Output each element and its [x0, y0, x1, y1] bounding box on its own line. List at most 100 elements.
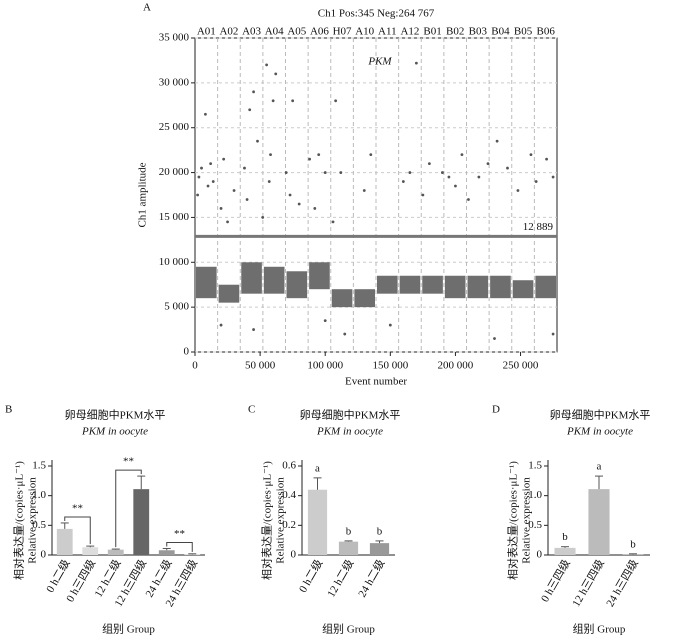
- x-tick-label: 24 h二级: [355, 557, 387, 599]
- droplet: [534, 180, 538, 183]
- well-label: A04: [265, 26, 284, 38]
- y-tick-label: 0.2: [282, 519, 296, 531]
- droplet: [447, 175, 451, 179]
- x-tick-label: 50 000: [245, 360, 276, 372]
- x-tick-label: 0 h二级: [296, 557, 325, 594]
- droplet: [252, 90, 255, 94]
- chart-subtitle: PKM in oocyte: [316, 426, 383, 438]
- well-label: B05: [514, 26, 533, 38]
- droplet: [284, 171, 288, 174]
- well-label: B03: [469, 26, 488, 38]
- y-tick-label: 15 000: [159, 211, 190, 223]
- x-tick-label: 250 000: [503, 360, 539, 372]
- droplet: [265, 63, 269, 67]
- panel-label: B: [5, 404, 12, 416]
- chart-title: 卵母细胞中PKM水平: [550, 409, 651, 422]
- negative-cluster: [218, 284, 240, 303]
- droplet: [495, 139, 499, 143]
- droplet: [219, 323, 223, 327]
- well-label: A10: [355, 26, 374, 38]
- bar: [133, 489, 150, 555]
- x-axis-label: 组别 Group: [102, 622, 155, 636]
- y-tick-label: 0: [537, 549, 543, 561]
- droplet: [362, 189, 366, 192]
- y-axis-label: 相对表达量/(copies·μL⁻¹): [260, 461, 274, 580]
- y-tick-label: 5 000: [164, 301, 189, 313]
- y-tick-label: 20 000: [159, 166, 190, 178]
- droplet: [323, 319, 327, 322]
- droplet: [454, 184, 457, 188]
- negative-cluster: [354, 289, 375, 308]
- significance-letter: a: [597, 461, 602, 473]
- well-label: A01: [197, 26, 216, 38]
- chart-subtitle: PKM in oocyte: [566, 426, 633, 438]
- droplet: [414, 61, 418, 65]
- significance-bracket: [115, 469, 142, 548]
- y-tick-label: 0.6: [282, 460, 296, 472]
- bar: [554, 547, 576, 555]
- droplet: [267, 180, 271, 183]
- significance-letter: a: [315, 462, 320, 474]
- negative-cluster: [309, 262, 330, 290]
- y-axis-label: Relative expression: [27, 477, 39, 564]
- well-label: A05: [287, 26, 306, 38]
- y-tick-label: 1.0: [528, 489, 542, 501]
- negative-cluster: [196, 266, 217, 299]
- y-tick-label: 1.5: [528, 460, 542, 472]
- droplet: [460, 153, 464, 157]
- y-axis-label: Relative expression: [521, 477, 533, 564]
- y-axis-label: Ch1 amplitude: [137, 162, 149, 227]
- droplet: [200, 166, 203, 170]
- x-axis-label: 组别 Group: [322, 622, 375, 636]
- bar: [184, 554, 201, 555]
- droplet: [323, 171, 327, 174]
- droplet: [245, 198, 249, 201]
- droplet: [334, 99, 338, 103]
- significance-letter: b: [630, 538, 636, 550]
- droplet: [232, 189, 236, 192]
- y-tick-label: 0: [41, 549, 47, 561]
- chart-title: 卵母细胞中PKM水平: [300, 409, 401, 422]
- droplet: [206, 184, 210, 188]
- x-tick-label: 200 000: [438, 360, 474, 372]
- droplet: [467, 198, 470, 201]
- droplet: [269, 153, 272, 157]
- negative-cluster: [241, 262, 262, 294]
- bar: [107, 549, 124, 555]
- droplet: [421, 193, 425, 197]
- droplet: [401, 180, 405, 183]
- droplet: [551, 175, 555, 179]
- droplet: [317, 153, 321, 157]
- x-tick-label: 12 h二级: [324, 557, 356, 599]
- chart-title: Ch1 Pos:345 Neg:264 767: [318, 8, 435, 20]
- droplet: [343, 332, 347, 336]
- well-label: H07: [333, 26, 352, 38]
- droplet: [248, 108, 252, 112]
- y-tick-label: 0.4: [282, 489, 296, 501]
- y-tick-label: 30 000: [159, 76, 190, 88]
- x-tick-label: 0 h三四级: [538, 557, 573, 604]
- bar: [56, 528, 73, 555]
- droplet: [369, 153, 373, 157]
- well-label: A02: [219, 26, 238, 38]
- y-tick-label: 25 000: [159, 121, 190, 133]
- droplet: [196, 193, 200, 197]
- well-label: A12: [400, 26, 419, 38]
- well-label: B06: [537, 26, 556, 38]
- droplet: [274, 72, 278, 76]
- droplet: [486, 162, 490, 166]
- droplet: [331, 220, 335, 224]
- significance-letter: b: [562, 531, 568, 543]
- droplet: [441, 171, 444, 174]
- x-tick-label: 0 h二级: [43, 557, 72, 594]
- chart-subtitle: PKM in oocyte: [81, 426, 148, 438]
- droplet: [313, 207, 317, 210]
- droplet: [545, 157, 548, 161]
- x-axis-label: 组别 Group: [573, 622, 626, 636]
- droplet: [516, 189, 520, 192]
- y-axis-label: 相对表达量/(copies·μL⁻¹): [12, 461, 26, 580]
- y-axis-label: Relative expression: [275, 477, 287, 564]
- significance-label: **: [72, 502, 83, 514]
- x-axis-label: Event number: [345, 376, 407, 388]
